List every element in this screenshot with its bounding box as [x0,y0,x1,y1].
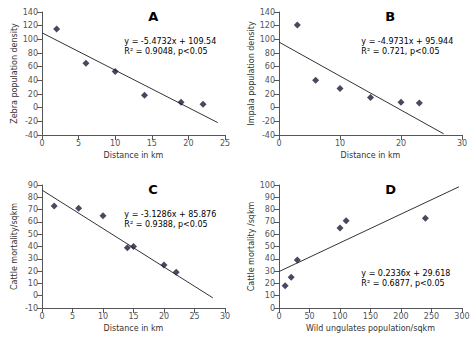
svg-text:50: 50 [265,242,275,251]
svg-text:10: 10 [265,291,275,300]
svg-text:80: 80 [28,49,38,58]
svg-text:0: 0 [270,304,275,313]
svg-text:y = -3.1286x + 85.876: y = -3.1286x + 85.876 [124,210,216,219]
svg-text:20: 20 [265,279,275,288]
svg-text:-40: -40 [25,131,38,140]
svg-text:90: 90 [265,193,275,202]
svg-text:120: 120 [260,21,275,30]
svg-text:B: B [385,9,395,24]
svg-text:30: 30 [457,139,467,148]
svg-text:100: 100 [260,181,275,190]
svg-text:R² = 0.9388, p<0.05: R² = 0.9388, p<0.05 [124,220,207,229]
svg-text:20: 20 [396,139,406,148]
svg-text:60: 60 [265,62,275,71]
svg-text:60: 60 [28,217,38,226]
svg-text:0: 0 [270,103,275,112]
svg-text:140: 140 [260,8,275,17]
svg-text:Cattle mortality /sqkm: Cattle mortality /sqkm [247,201,256,291]
svg-text:-20: -20 [25,117,38,126]
svg-text:5: 5 [70,312,75,321]
svg-text:0: 0 [276,139,281,148]
svg-text:20: 20 [183,139,193,148]
svg-text:80: 80 [265,49,275,58]
svg-text:-10: -10 [25,304,38,313]
svg-text:10: 10 [335,139,345,148]
svg-text:100: 100 [23,35,38,44]
svg-text:0: 0 [39,139,44,148]
svg-text:y = -5.4732x + 109.54: y = -5.4732x + 109.54 [124,37,216,46]
svg-text:C: C [148,182,158,197]
svg-text:250: 250 [424,312,439,321]
svg-text:40: 40 [265,76,275,85]
svg-text:100: 100 [260,35,275,44]
svg-text:60: 60 [28,62,38,71]
svg-text:20: 20 [28,90,38,99]
svg-text:Distance in km: Distance in km [104,151,164,160]
svg-text:0: 0 [33,291,38,300]
svg-text:25: 25 [189,312,199,321]
svg-text:20: 20 [265,90,275,99]
svg-text:140: 140 [23,8,38,17]
svg-text:-40: -40 [262,131,275,140]
svg-text:15: 15 [128,312,138,321]
svg-text:10: 10 [28,279,38,288]
svg-text:0: 0 [33,103,38,112]
svg-text:20: 20 [28,267,38,276]
svg-text:5: 5 [76,139,81,148]
svg-text:0: 0 [276,312,281,321]
svg-text:R² = 0.9048, p<0.05: R² = 0.9048, p<0.05 [124,47,207,56]
svg-text:80: 80 [28,193,38,202]
svg-text:120: 120 [23,21,38,30]
svg-text:100: 100 [332,312,347,321]
svg-text:40: 40 [28,76,38,85]
svg-text:70: 70 [28,205,38,214]
svg-text:80: 80 [265,205,275,214]
svg-text:Distance in km: Distance in km [104,324,164,333]
svg-text:300: 300 [454,312,469,321]
svg-text:15: 15 [147,139,157,148]
svg-text:Impala population density: Impala population density [247,21,256,126]
svg-text:30: 30 [265,267,275,276]
svg-text:10: 10 [98,312,108,321]
svg-text:-20: -20 [262,117,275,126]
svg-text:150: 150 [363,312,378,321]
svg-text:R² = 0.721, p<0.05: R² = 0.721, p<0.05 [361,47,439,56]
svg-text:90: 90 [28,181,38,190]
svg-text:25: 25 [220,139,230,148]
svg-text:70: 70 [265,217,275,226]
svg-text:10: 10 [110,139,120,148]
svg-text:20: 20 [159,312,169,321]
svg-text:200: 200 [393,312,408,321]
svg-text:y = 0.2336x + 29.618: y = 0.2336x + 29.618 [361,269,450,278]
svg-text:Zebra population density: Zebra population density [10,23,19,124]
svg-text:Cattle mortality/sqkm: Cattle mortality/sqkm [10,203,19,290]
svg-text:50: 50 [304,312,314,321]
svg-text:D: D [385,182,396,197]
svg-text:30: 30 [220,312,230,321]
svg-text:60: 60 [265,230,275,239]
svg-text:40: 40 [28,242,38,251]
svg-text:R² = 0.6877, p<0.05: R² = 0.6877, p<0.05 [361,279,444,288]
svg-text:0: 0 [39,312,44,321]
svg-text:A: A [148,9,158,24]
svg-text:40: 40 [265,254,275,263]
svg-text:y = -4.9731x + 95.944: y = -4.9731x + 95.944 [361,37,453,46]
svg-text:50: 50 [28,230,38,239]
svg-text:30: 30 [28,254,38,263]
svg-text:Distance in km: Distance in km [341,151,401,160]
svg-text:Wild ungulates population/sqkm: Wild ungulates population/sqkm [306,324,435,333]
